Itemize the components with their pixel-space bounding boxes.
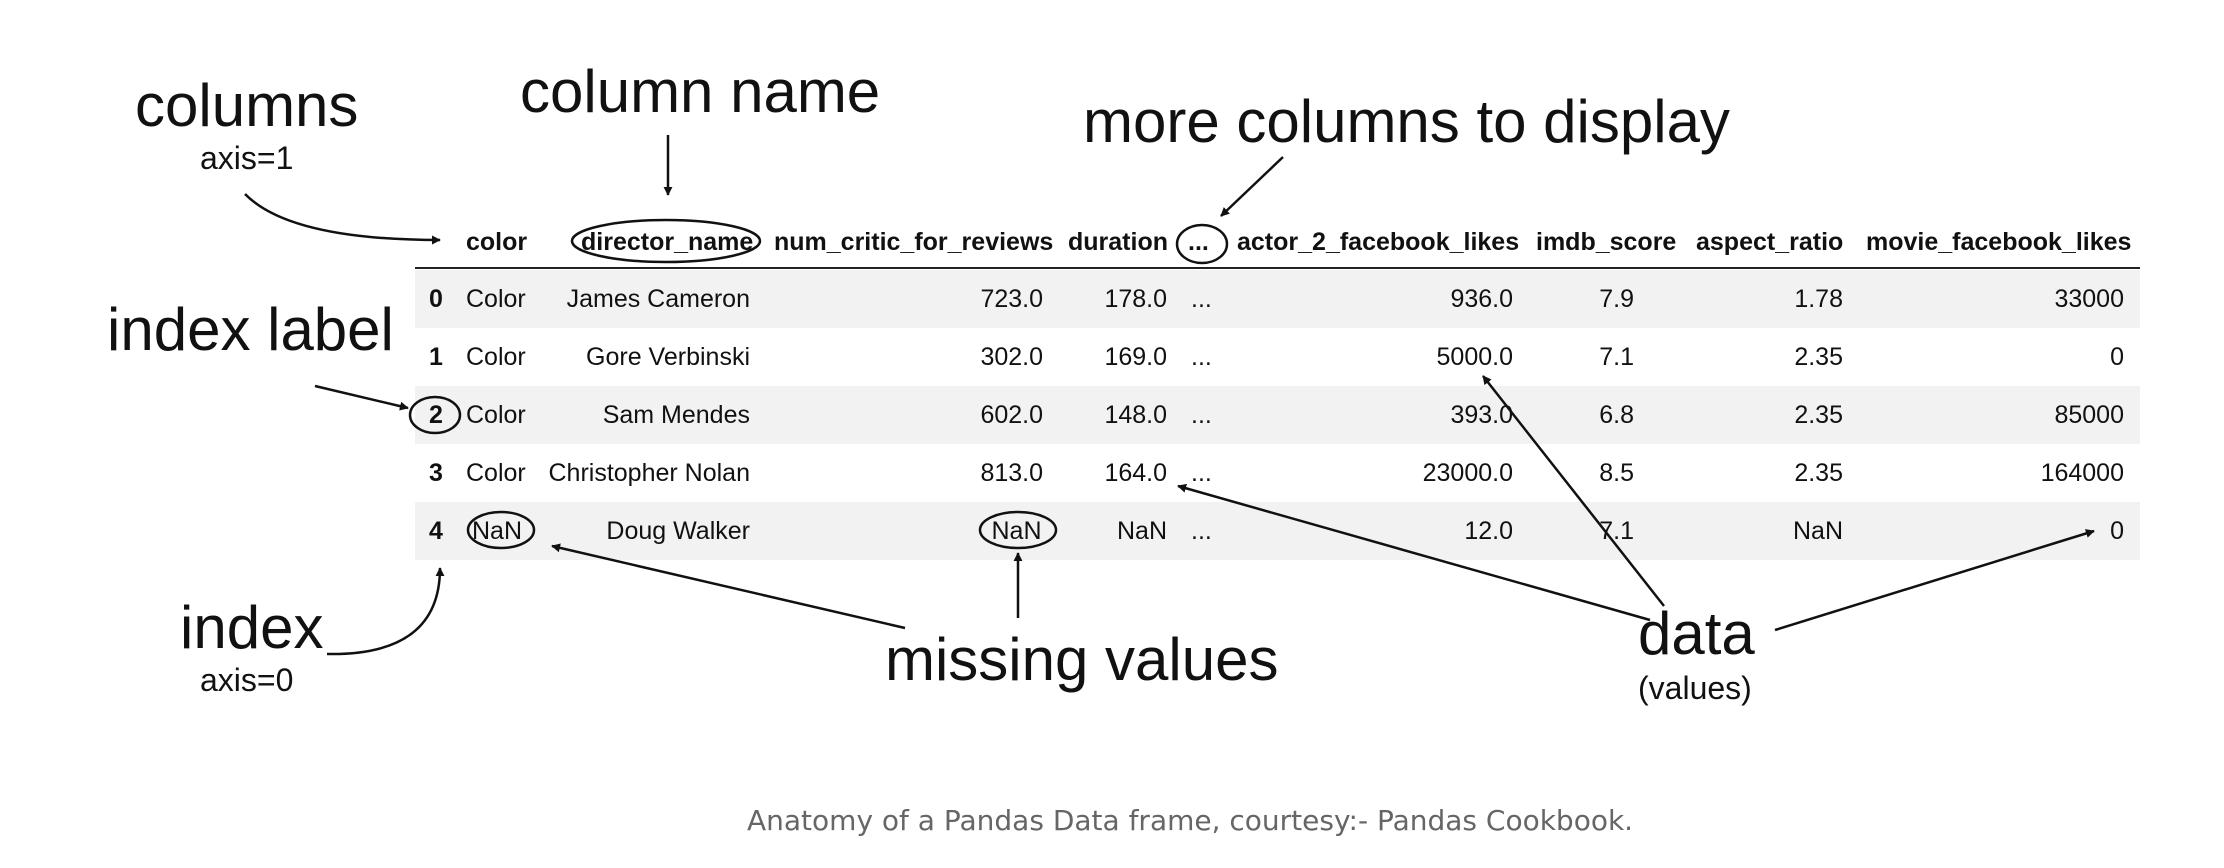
index-label-arrow <box>314 384 409 411</box>
table-cell: 12.0 <box>1464 516 1513 545</box>
index-2-ellipse <box>408 395 462 435</box>
table-cell: NaN <box>1792 516 1843 545</box>
table-cell: ... <box>1191 342 1212 371</box>
column-header-color: color <box>466 227 528 256</box>
table-cell: 148.0 <box>1104 400 1167 429</box>
table-cell: Doug Walker <box>606 516 750 545</box>
table-cell: 602.0 <box>980 400 1043 429</box>
row-stripe-2 <box>415 386 2140 444</box>
table-cell: 2.35 <box>1794 342 1843 371</box>
table-cell: 7.9 <box>1599 284 1634 313</box>
table-cell: 23000.0 <box>1422 458 1513 487</box>
row-stripe-0 <box>415 270 2140 328</box>
table-cell: ... <box>1191 458 1212 487</box>
table-cell: 169.0 <box>1104 342 1167 371</box>
table-cell: Sam Mendes <box>602 400 750 429</box>
column-header-aspect-ratio: aspect_ratio <box>1696 227 1844 256</box>
column-header-duration: duration <box>1068 227 1168 256</box>
column-header-actor-2-facebook-likes: actor_2_facebook_likes <box>1237 227 1520 256</box>
data-arrow-actor-likes <box>1482 375 1665 607</box>
columns-annotation: columns <box>135 72 359 139</box>
table-cell: 723.0 <box>980 284 1043 313</box>
index-annotation: index <box>180 594 324 661</box>
column-header-num-critic-for-reviews: num_critic_for_reviews <box>774 227 1054 256</box>
missing-values-annotation: missing values <box>885 626 1279 693</box>
index-arrow <box>326 567 445 656</box>
table-cell: 0 <box>2110 342 2124 371</box>
table-cell: 5000.0 <box>1436 342 1513 371</box>
ellipsis-column-ellipse <box>1175 223 1229 265</box>
table-cell: 393.0 <box>1450 400 1513 429</box>
columns-arrow <box>244 193 441 245</box>
table-cell: James Cameron <box>566 284 750 313</box>
column-name-annotation: column name <box>520 58 881 125</box>
table-cell: 1.78 <box>1794 284 1843 313</box>
table-cell: 0 <box>2110 516 2124 545</box>
column-header-imdb-score: imdb_score <box>1536 227 1677 256</box>
director-name-ellipse <box>570 218 762 264</box>
table-cell: 936.0 <box>1450 284 1513 313</box>
table-cell: NaN <box>472 516 523 545</box>
table-cell: Christopher Nolan <box>548 458 751 487</box>
figure-caption: Anatomy of a Pandas Data frame, courtesy… <box>747 804 1634 837</box>
data-arrow-movie-likes <box>1774 529 2095 632</box>
table-cell: 7.1 <box>1599 342 1634 371</box>
data-arrow-duration <box>1177 483 1651 622</box>
index-label-2: 2 <box>429 400 443 429</box>
table-cell: 6.8 <box>1599 400 1634 429</box>
table-cell: 8.5 <box>1599 458 1634 487</box>
nan-critic-ellipse <box>978 510 1058 550</box>
column-header-ellipsis: ... <box>1188 227 1209 256</box>
table-cell: 2.35 <box>1794 458 1843 487</box>
table-cell: Color <box>466 342 526 371</box>
header-rule <box>415 267 2140 269</box>
table-cell: Gore Verbinski <box>586 342 750 371</box>
data-values-annotation: (values) <box>1638 670 1752 706</box>
data-annotation: data <box>1638 600 1755 667</box>
index-axis-annotation: axis=0 <box>200 662 294 698</box>
missing-values-arrow-left <box>551 543 906 630</box>
columns-axis-annotation: axis=1 <box>200 140 294 176</box>
table-cell: 33000 <box>2054 284 2124 313</box>
table-cell: NaN <box>991 516 1042 545</box>
table-cell: 85000 <box>2054 400 2124 429</box>
more-columns-annotation: more columns to display <box>1083 88 1730 155</box>
table-cell: ... <box>1191 400 1212 429</box>
more-columns-arrow <box>1220 156 1284 217</box>
index-label-annotation: index label <box>107 296 394 363</box>
table-cell: 2.35 <box>1794 400 1843 429</box>
nan-color-ellipse <box>466 510 536 550</box>
index-label-1: 1 <box>429 342 443 371</box>
index-label-0: 0 <box>429 284 443 313</box>
table-cell: NaN <box>1116 516 1167 545</box>
row-stripe-4 <box>415 502 2140 560</box>
column-header-director-name: director_name <box>581 227 754 256</box>
table-cell: ... <box>1191 516 1212 545</box>
table-cell: ... <box>1191 284 1212 313</box>
table-cell: Color <box>466 458 526 487</box>
table-cell: 302.0 <box>980 342 1043 371</box>
table-cell: 164000 <box>2040 458 2124 487</box>
table-cell: 813.0 <box>980 458 1043 487</box>
table-cell: 164.0 <box>1104 458 1167 487</box>
index-label-4: 4 <box>429 516 443 545</box>
table-cell: Color <box>466 284 526 313</box>
table-cell: Color <box>466 400 526 429</box>
index-label-3: 3 <box>429 458 443 487</box>
column-header-movie-facebook-likes: movie_facebook_likes <box>1866 227 2132 256</box>
table-cell: 178.0 <box>1104 284 1167 313</box>
